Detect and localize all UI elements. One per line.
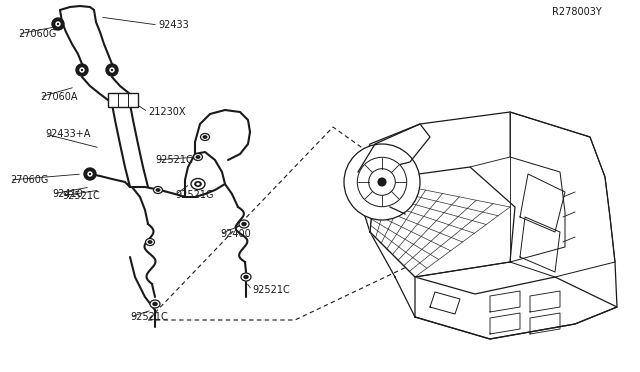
Ellipse shape bbox=[191, 179, 205, 189]
Ellipse shape bbox=[241, 222, 247, 226]
Circle shape bbox=[57, 23, 60, 25]
Text: 27060G: 27060G bbox=[18, 29, 56, 39]
Text: 92433+A: 92433+A bbox=[45, 129, 90, 139]
Ellipse shape bbox=[194, 181, 202, 187]
Text: 92433: 92433 bbox=[158, 20, 189, 30]
Ellipse shape bbox=[196, 155, 200, 159]
Text: 92410: 92410 bbox=[52, 189, 83, 199]
Circle shape bbox=[52, 18, 64, 30]
Ellipse shape bbox=[150, 300, 160, 308]
Circle shape bbox=[111, 69, 113, 71]
Text: 92521C: 92521C bbox=[155, 155, 193, 165]
Ellipse shape bbox=[200, 134, 209, 141]
Ellipse shape bbox=[243, 275, 249, 279]
Circle shape bbox=[84, 168, 96, 180]
Circle shape bbox=[89, 173, 92, 175]
Ellipse shape bbox=[193, 154, 202, 160]
Circle shape bbox=[369, 169, 396, 195]
Circle shape bbox=[344, 144, 420, 220]
Text: 21230X: 21230X bbox=[148, 107, 186, 117]
Ellipse shape bbox=[152, 302, 157, 306]
Circle shape bbox=[81, 69, 83, 71]
Text: 92521G: 92521G bbox=[175, 190, 214, 200]
Text: 92400: 92400 bbox=[220, 229, 251, 239]
Ellipse shape bbox=[145, 238, 154, 246]
Circle shape bbox=[87, 171, 93, 177]
Circle shape bbox=[357, 157, 406, 207]
Circle shape bbox=[79, 67, 84, 73]
Ellipse shape bbox=[241, 273, 251, 281]
Circle shape bbox=[55, 21, 61, 27]
Ellipse shape bbox=[156, 188, 161, 192]
Text: 27060A: 27060A bbox=[40, 92, 77, 102]
Ellipse shape bbox=[148, 240, 152, 244]
Text: 92521C: 92521C bbox=[62, 191, 100, 201]
Circle shape bbox=[109, 67, 115, 73]
Text: 92521C: 92521C bbox=[252, 285, 290, 295]
Polygon shape bbox=[370, 167, 515, 277]
Circle shape bbox=[76, 64, 88, 76]
Text: 27060G: 27060G bbox=[10, 175, 49, 185]
Ellipse shape bbox=[154, 186, 163, 193]
Circle shape bbox=[106, 64, 118, 76]
Bar bbox=[108, 93, 138, 107]
Ellipse shape bbox=[196, 183, 200, 185]
Text: R278003Y: R278003Y bbox=[552, 7, 602, 17]
Ellipse shape bbox=[202, 135, 207, 139]
Text: 92521C: 92521C bbox=[130, 312, 168, 322]
Ellipse shape bbox=[239, 220, 249, 228]
Circle shape bbox=[378, 177, 387, 187]
